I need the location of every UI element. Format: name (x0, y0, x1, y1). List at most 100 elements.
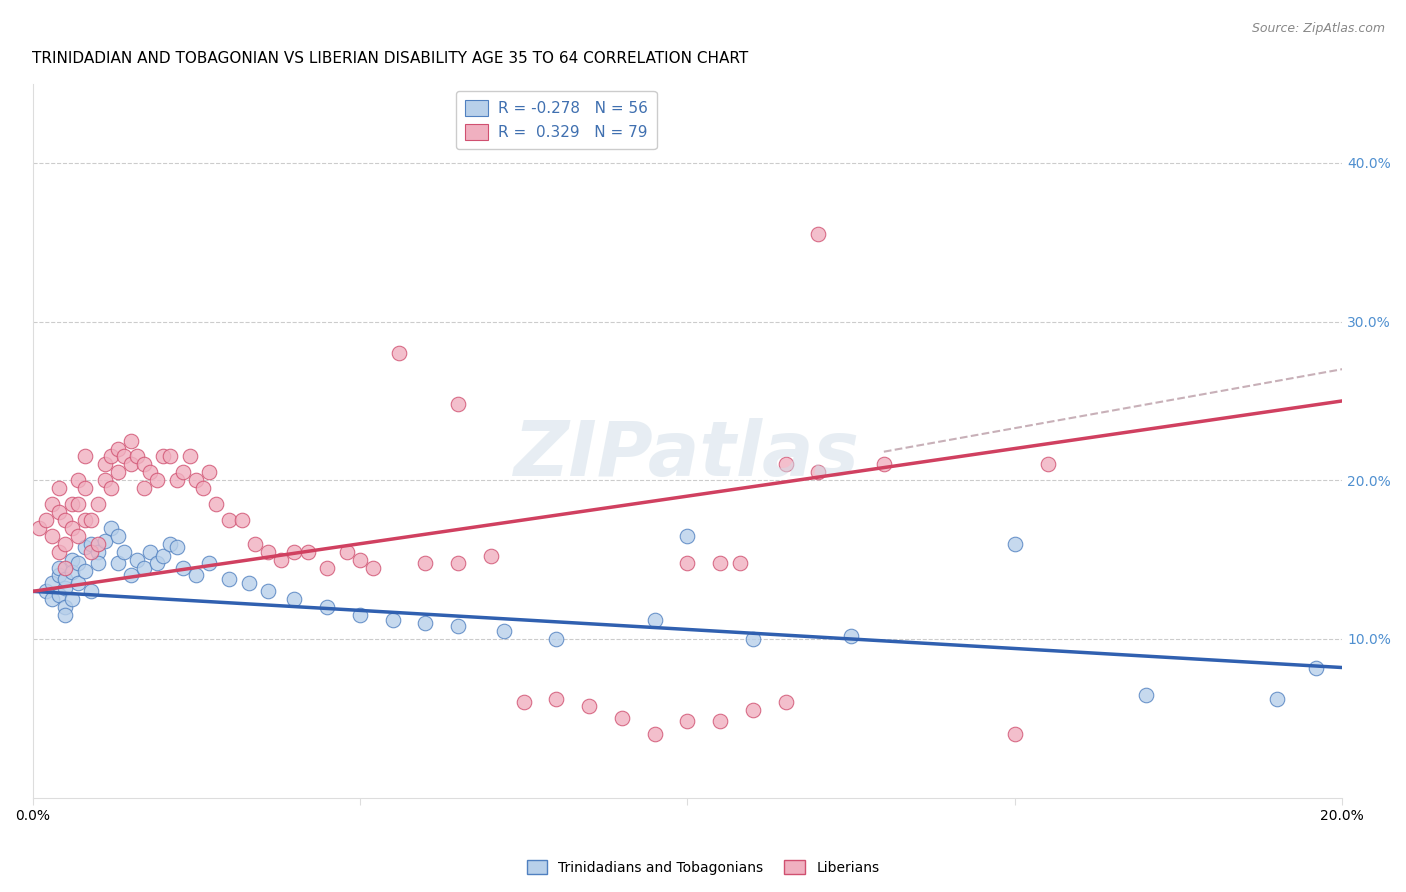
Point (53, 572, 76, 586)
Text: TRINIDADIAN AND TOBAGONIAN VS LIBERIAN DISABILITY AGE 35 TO 64 CORRELATION CHART: TRINIDADIAN AND TOBAGONIAN VS LIBERIAN D… (32, 51, 749, 66)
Point (60, 497, 83, 511)
Point (100, 481, 122, 495)
Point (316, 600, 339, 615)
Point (53, 560, 76, 574)
Point (73, 481, 96, 495)
Point (73, 540, 96, 554)
Point (166, 540, 188, 554)
Point (1265, 692, 1288, 706)
Point (28, 521, 51, 535)
Point (107, 529, 129, 543)
Point (1305, 660, 1327, 674)
Point (361, 560, 384, 574)
Point (67, 529, 90, 543)
Point (93, 458, 115, 472)
Point (873, 458, 896, 472)
Point (492, 624, 515, 638)
Point (676, 714, 699, 729)
Point (709, 714, 731, 729)
Point (73, 450, 96, 464)
Point (644, 613, 666, 627)
Point (48, 588, 70, 602)
Point (48, 560, 70, 574)
Point (676, 556, 699, 570)
Point (198, 556, 221, 570)
Point (297, 544, 319, 558)
Point (807, 466, 830, 480)
Point (741, 632, 763, 646)
Point (218, 513, 240, 527)
Point (186, 568, 208, 582)
Point (257, 544, 280, 558)
Text: Source: ZipAtlas.com: Source: ZipAtlas.com (1251, 22, 1385, 36)
Point (107, 466, 129, 480)
Point (127, 450, 149, 464)
Point (238, 576, 260, 591)
Point (447, 397, 470, 411)
Legend: Trinidadians and Tobagonians, Liberians: Trinidadians and Tobagonians, Liberians (522, 855, 884, 880)
Point (53, 608, 76, 623)
Point (132, 458, 155, 472)
Point (93, 533, 115, 548)
Point (48, 481, 70, 495)
Point (146, 556, 169, 570)
Point (166, 473, 188, 487)
Point (479, 549, 502, 564)
Point (53, 600, 76, 615)
Point (87, 497, 110, 511)
Point (48, 568, 70, 582)
Point (34, 513, 56, 527)
Point (87, 537, 110, 551)
Point (415, 616, 437, 631)
Point (107, 442, 129, 456)
Point (67, 556, 90, 570)
Point (93, 473, 115, 487)
Point (48, 544, 70, 558)
Point (218, 572, 240, 586)
Point (146, 473, 169, 487)
Point (447, 556, 470, 570)
Point (807, 227, 830, 242)
Point (1004, 727, 1026, 741)
Point (41, 592, 63, 607)
Point (120, 458, 142, 472)
Point (127, 552, 149, 566)
Point (270, 552, 292, 566)
Point (41, 497, 63, 511)
Point (283, 544, 305, 558)
Point (80, 584, 103, 599)
Point (60, 521, 83, 535)
Point (53, 537, 76, 551)
Point (120, 568, 142, 582)
Point (132, 481, 155, 495)
Point (152, 549, 174, 564)
Point (152, 450, 174, 464)
Point (67, 576, 90, 591)
Point (53, 581, 76, 595)
Point (112, 544, 135, 558)
Point (1036, 458, 1059, 472)
Point (41, 529, 63, 543)
Point (644, 727, 666, 741)
Point (349, 552, 371, 566)
Point (316, 560, 339, 574)
Point (546, 632, 568, 646)
Point (388, 346, 411, 360)
Point (349, 608, 371, 623)
Point (741, 703, 763, 717)
Point (159, 537, 181, 551)
Point (205, 497, 228, 511)
Legend: R = -0.278   N = 56, R =  0.329   N = 79: R = -0.278 N = 56, R = 0.329 N = 79 (457, 91, 657, 149)
Point (415, 556, 437, 570)
Point (243, 537, 266, 551)
Point (139, 544, 162, 558)
Point (775, 458, 797, 472)
Text: ZIPatlas: ZIPatlas (515, 417, 860, 491)
Point (231, 513, 253, 527)
Point (191, 481, 214, 495)
Point (48, 505, 70, 519)
Point (447, 619, 470, 633)
Point (100, 450, 122, 464)
Point (34, 584, 56, 599)
Point (80, 513, 103, 527)
